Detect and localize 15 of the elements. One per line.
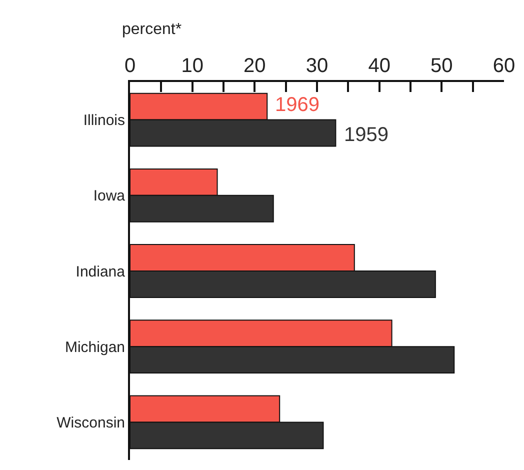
y-tick-label: Indiana xyxy=(76,263,126,280)
x-tick-label: 60 xyxy=(492,55,516,77)
y-tick-label: Illinois xyxy=(83,112,125,130)
x-tick-label: 50 xyxy=(430,55,453,77)
x-tick-label: 10 xyxy=(181,55,204,77)
y-tick-label: Iowa xyxy=(93,188,126,205)
x-axis-title: percent* xyxy=(122,21,182,38)
y-tick-label: Michigan xyxy=(64,338,125,356)
x-tick-label: 20 xyxy=(244,55,266,77)
y-tick-label: Wisconsin xyxy=(56,414,125,432)
x-tick-label: 0 xyxy=(124,55,136,77)
series-label: 1959 xyxy=(344,124,388,146)
x-tick-label: 30 xyxy=(306,55,328,77)
series-label: 1969 xyxy=(275,94,320,116)
x-tick-label: 40 xyxy=(368,55,390,77)
